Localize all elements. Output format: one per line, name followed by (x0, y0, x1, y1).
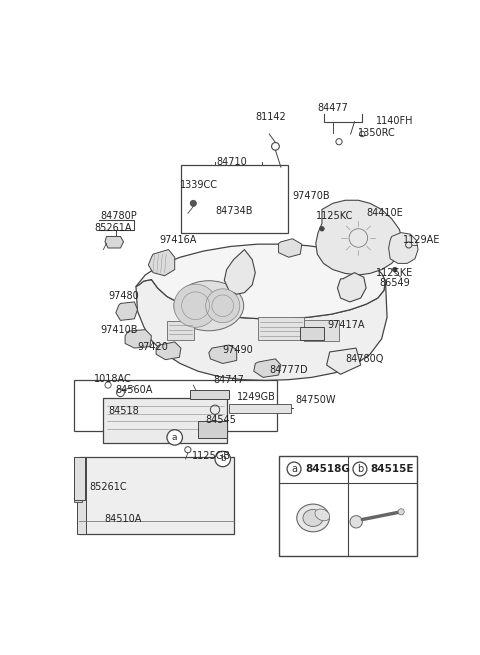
Bar (74, 457, 85, 500)
Ellipse shape (297, 504, 329, 532)
Text: 84560A: 84560A (116, 384, 153, 395)
Text: 84515E: 84515E (371, 464, 414, 474)
Text: a: a (291, 464, 297, 474)
Bar (258, 317, 304, 341)
Text: 84545: 84545 (206, 415, 237, 426)
Text: 97417A: 97417A (327, 320, 365, 330)
Ellipse shape (174, 281, 244, 331)
Text: 86549: 86549 (379, 278, 410, 288)
Circle shape (393, 267, 397, 272)
Polygon shape (326, 348, 360, 374)
Text: 97470B: 97470B (292, 191, 330, 200)
Text: 85261A: 85261A (94, 223, 132, 233)
Bar (304, 320, 339, 341)
Text: 1125GB: 1125GB (192, 451, 231, 461)
Ellipse shape (315, 509, 330, 521)
Circle shape (398, 509, 404, 515)
Text: 97416A: 97416A (159, 235, 197, 246)
Text: a: a (172, 433, 178, 442)
Text: 97410B: 97410B (100, 325, 138, 335)
Text: 84477: 84477 (317, 103, 348, 113)
Text: 84410E: 84410E (366, 208, 403, 218)
Circle shape (190, 200, 196, 206)
Text: 97420: 97420 (137, 341, 168, 352)
Bar (278, 456, 417, 556)
Bar (103, 398, 227, 443)
Polygon shape (105, 236, 123, 248)
Text: 84734B: 84734B (215, 206, 252, 216)
Text: 97480: 97480 (108, 291, 139, 301)
Bar (79, 457, 234, 534)
Text: 1125KE: 1125KE (376, 268, 413, 278)
Polygon shape (278, 239, 302, 257)
Ellipse shape (303, 510, 323, 527)
Bar (300, 327, 324, 341)
Text: 84518G: 84518G (306, 464, 350, 474)
Circle shape (320, 227, 324, 231)
Polygon shape (316, 200, 403, 275)
Text: b: b (357, 464, 363, 474)
Polygon shape (337, 272, 366, 302)
Bar (74, 381, 277, 431)
Bar (181, 165, 288, 233)
Polygon shape (116, 302, 137, 320)
Circle shape (215, 451, 230, 466)
Text: 1129AE: 1129AE (403, 235, 441, 246)
Text: 97490: 97490 (223, 345, 253, 354)
Text: 84780P: 84780P (100, 211, 137, 221)
Text: 84777D: 84777D (269, 365, 308, 375)
Bar (190, 390, 229, 399)
Text: 84750W: 84750W (296, 396, 336, 405)
Polygon shape (224, 250, 255, 294)
Polygon shape (148, 250, 175, 276)
Text: 84710: 84710 (216, 157, 247, 167)
Circle shape (206, 289, 240, 323)
Text: 81142: 81142 (255, 112, 286, 122)
Text: b: b (220, 455, 226, 464)
Polygon shape (125, 329, 152, 348)
Polygon shape (389, 233, 418, 263)
Circle shape (167, 430, 182, 445)
Bar (74, 487, 82, 502)
Bar (198, 421, 228, 438)
Circle shape (350, 515, 362, 528)
Text: 1249GB: 1249GB (237, 392, 276, 402)
Bar (77, 457, 86, 534)
Polygon shape (136, 244, 385, 319)
Text: 1140FH: 1140FH (376, 116, 414, 126)
Text: 85261C: 85261C (89, 481, 127, 492)
Polygon shape (254, 359, 281, 377)
Polygon shape (156, 342, 181, 360)
Text: 84780Q: 84780Q (345, 354, 384, 364)
Bar (229, 403, 291, 413)
Polygon shape (209, 345, 237, 364)
Circle shape (174, 284, 217, 328)
Text: 1125KC: 1125KC (316, 211, 353, 221)
Polygon shape (136, 280, 387, 381)
Text: 84510A: 84510A (105, 514, 142, 524)
Text: 84747: 84747 (214, 375, 244, 385)
Text: 84518: 84518 (108, 406, 139, 416)
Text: 1018AC: 1018AC (94, 374, 132, 384)
Bar (167, 321, 194, 341)
Circle shape (287, 462, 301, 476)
Text: 1350RC: 1350RC (358, 128, 396, 138)
Circle shape (353, 462, 367, 476)
Text: 1339CC: 1339CC (180, 180, 218, 190)
